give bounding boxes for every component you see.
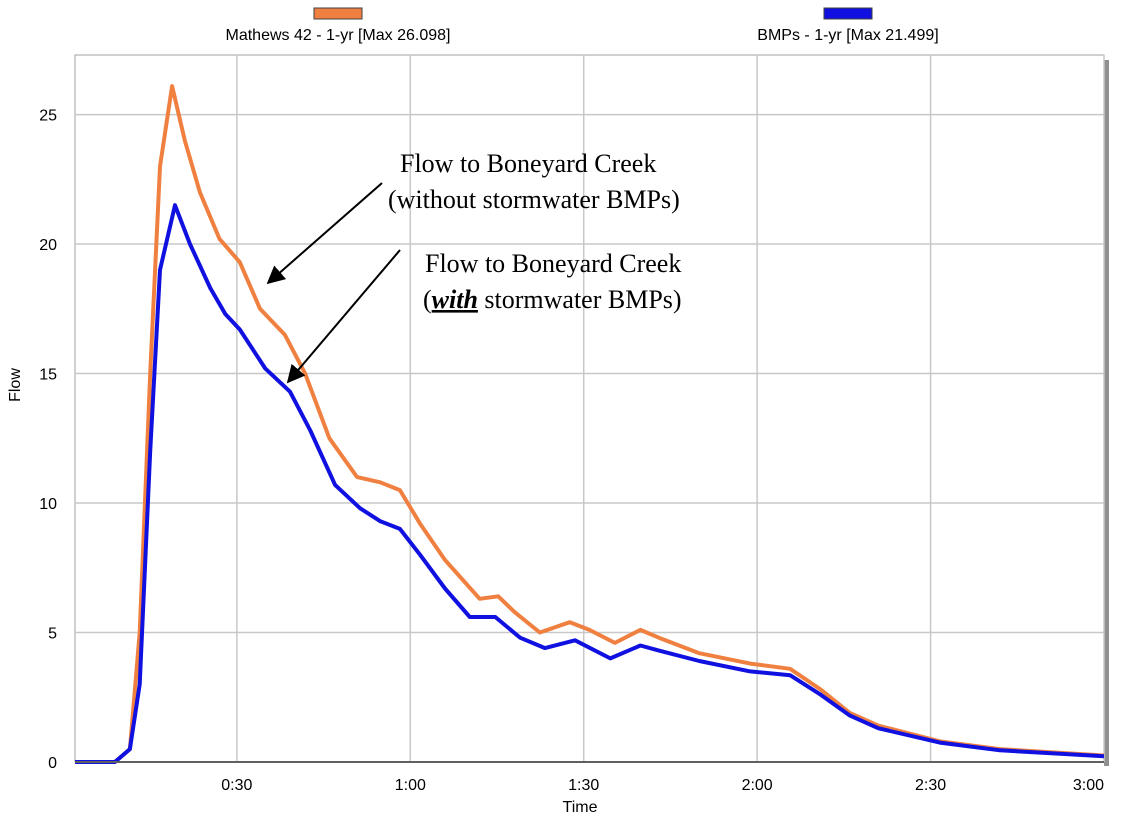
legend: Mathews 42 - 1-yr [Max 26.098] BMPs - 1-y…	[226, 7, 939, 44]
plot-area	[74, 54, 1105, 763]
annotation-line: Flow to Boneyard Creek	[400, 149, 656, 178]
annotation: Flow to Boneyard Creek (without stormwat…	[266, 149, 680, 285]
arrow	[266, 182, 383, 285]
y-tick-label: 5	[48, 626, 57, 643]
x-axis-label: Time	[563, 799, 598, 816]
y-axis-label: Flow	[7, 368, 24, 402]
lines	[75, 84, 1105, 764]
y-tick-label: 20	[39, 237, 57, 254]
legend-label: Mathews 42 - 1-yr [Max 26.098]	[226, 27, 451, 44]
plot-shadow	[1104, 60, 1109, 766]
arrow	[286, 249, 401, 384]
annotation-line: Flow to Boneyard Creek	[425, 249, 681, 278]
annotation-emphasis: with	[432, 285, 478, 314]
legend-label: BMPs - 1-yr [Max 21.499]	[757, 27, 938, 44]
annotation-line: (with stormwater BMPs)	[423, 285, 682, 314]
legend-swatch	[823, 7, 873, 20]
y-tick-label: 0	[48, 755, 57, 772]
series-line	[75, 203, 1105, 764]
annotation-text: (	[423, 285, 432, 314]
x-tick-label: 1:00	[395, 777, 426, 794]
x-tick-label: 2:30	[915, 777, 946, 794]
x-tick-label: 1:30	[568, 777, 599, 794]
y-tick-label: 25	[39, 108, 57, 125]
x-tick-label: 0:30	[221, 777, 252, 794]
x-tick-label: 2:00	[742, 777, 773, 794]
annotation-text: stormwater BMPs)	[478, 285, 682, 314]
x-tick-label: 3:00	[1073, 777, 1104, 794]
annotation: Flow to Boneyard Creek (with stormwater …	[286, 249, 682, 384]
y-tick-label: 10	[39, 496, 57, 513]
annotation-line: (without stormwater BMPs)	[388, 185, 680, 214]
y-tick-label: 15	[39, 367, 57, 384]
legend-swatch	[313, 7, 363, 20]
series-line	[75, 84, 1105, 764]
